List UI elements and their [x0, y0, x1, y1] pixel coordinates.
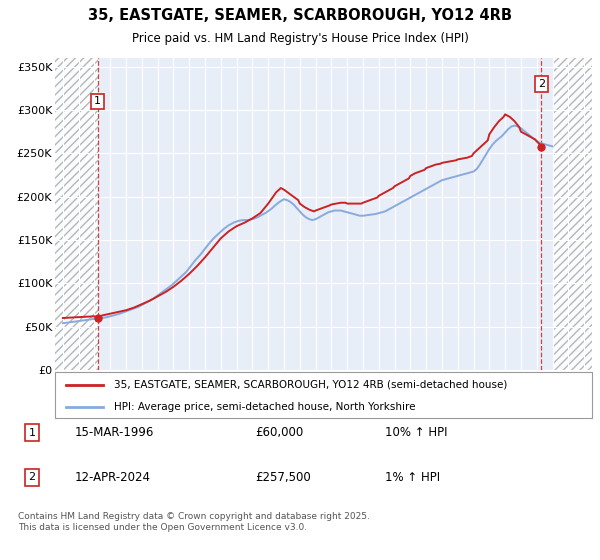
Text: 1: 1: [94, 96, 101, 106]
Bar: [55, 58, 98, 370]
Text: £60,000: £60,000: [255, 426, 303, 439]
Text: £257,500: £257,500: [255, 471, 311, 484]
Text: 35, EASTGATE, SEAMER, SCARBOROUGH, YO12 4RB (semi-detached house): 35, EASTGATE, SEAMER, SCARBOROUGH, YO12 …: [114, 380, 508, 390]
Text: 10% ↑ HPI: 10% ↑ HPI: [385, 426, 447, 439]
Text: HPI: Average price, semi-detached house, North Yorkshire: HPI: Average price, semi-detached house,…: [114, 402, 416, 412]
Bar: [553, 58, 592, 370]
Text: 2: 2: [29, 473, 35, 482]
FancyBboxPatch shape: [55, 372, 592, 418]
Text: 2: 2: [538, 79, 545, 89]
Text: Contains HM Land Registry data © Crown copyright and database right 2025.
This d: Contains HM Land Registry data © Crown c…: [18, 512, 370, 531]
Text: 35, EASTGATE, SEAMER, SCARBOROUGH, YO12 4RB: 35, EASTGATE, SEAMER, SCARBOROUGH, YO12 …: [88, 8, 512, 24]
Text: 15-MAR-1996: 15-MAR-1996: [74, 426, 154, 439]
Text: 12-APR-2024: 12-APR-2024: [74, 471, 151, 484]
Text: 1% ↑ HPI: 1% ↑ HPI: [385, 471, 440, 484]
Text: 1: 1: [29, 428, 35, 437]
Text: Price paid vs. HM Land Registry's House Price Index (HPI): Price paid vs. HM Land Registry's House …: [131, 32, 469, 45]
